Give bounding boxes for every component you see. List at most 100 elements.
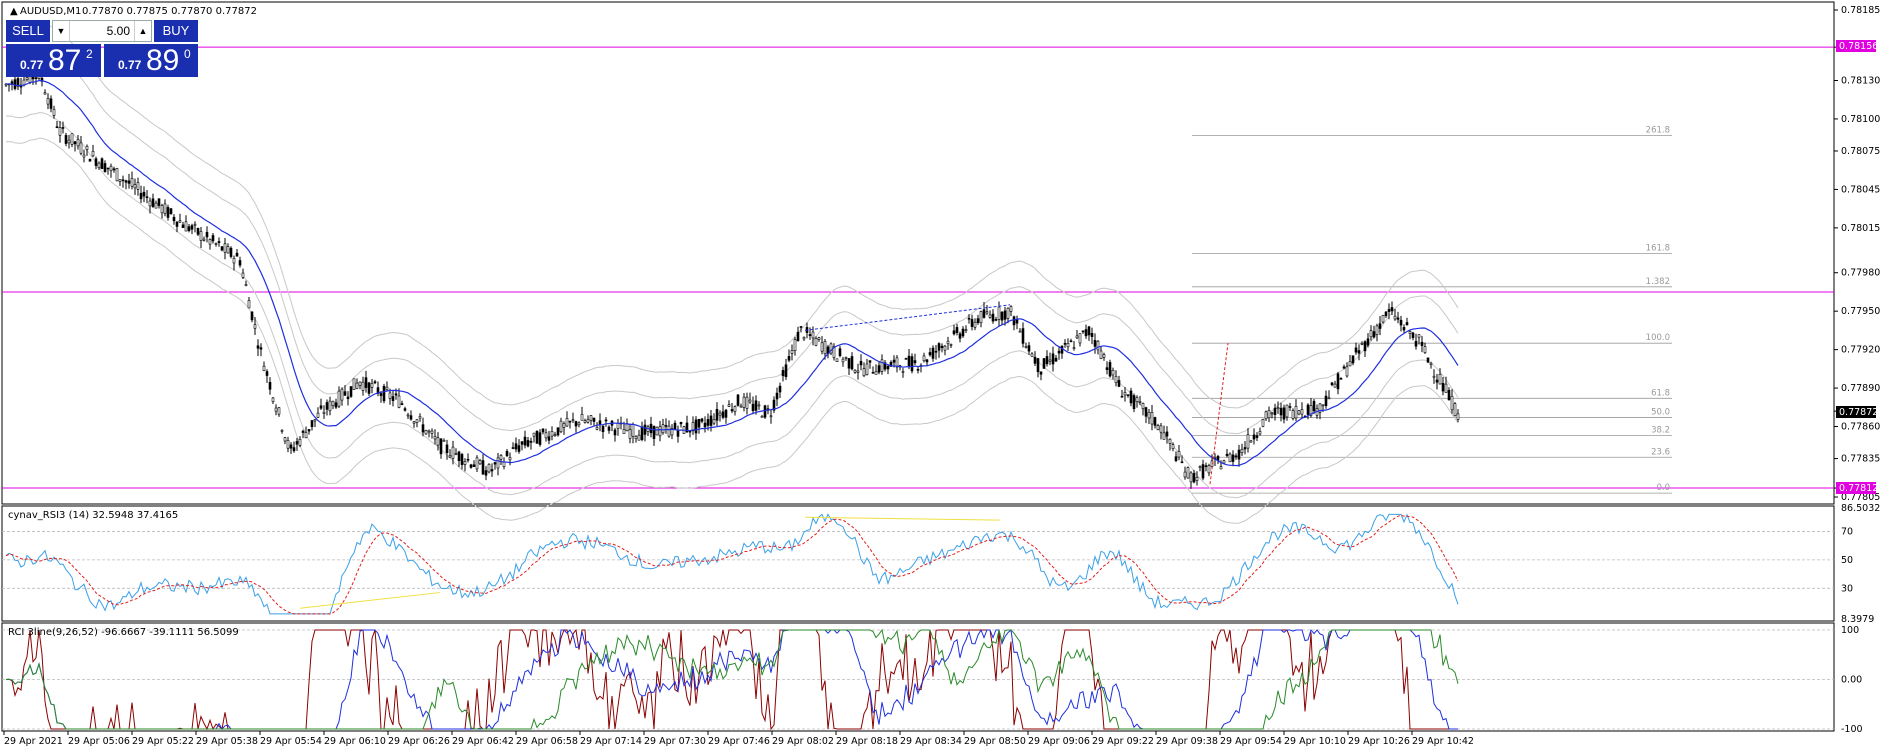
candle-body — [721, 411, 725, 418]
candle-body — [1330, 382, 1334, 385]
buy-quote-button[interactable]: 0.77 89 0 — [104, 44, 198, 77]
fib-level-label: 38.2 — [1651, 425, 1670, 435]
candle-body — [1156, 425, 1160, 431]
candle-body — [391, 396, 395, 401]
candle-body — [1306, 404, 1310, 415]
rsi-panel-frame[interactable] — [1, 505, 1835, 622]
rci-long-line — [5, 628, 1459, 730]
candle-body — [871, 372, 875, 374]
candle-body — [1273, 407, 1277, 415]
main-chart-frame[interactable] — [1, 1, 1835, 505]
candle-body — [757, 404, 761, 407]
candle-body — [61, 127, 65, 129]
candle-body — [802, 336, 806, 340]
candle-body — [1231, 454, 1235, 462]
time-axis-label: 29 Apr 05:54 — [260, 736, 322, 747]
buy-button[interactable]: BUY — [154, 20, 198, 42]
fib-level-label: 161.8 — [1646, 244, 1670, 254]
time-axis-label: 29 Apr 10:26 — [1348, 736, 1410, 747]
candle-body — [319, 405, 323, 409]
candle-body — [616, 423, 620, 429]
candle-body — [724, 409, 728, 418]
rsi-axis-label: 8.3979 — [1841, 614, 1874, 625]
candle-body — [1117, 380, 1121, 387]
candle-body — [694, 419, 698, 434]
time-axis-label: 29 Apr 06:42 — [452, 736, 514, 747]
candle-body — [163, 203, 167, 214]
candle-body — [1219, 466, 1223, 470]
rsi-signal-line — [5, 514, 1459, 615]
rci-panel-frame[interactable] — [1, 622, 1835, 732]
candle-body — [760, 415, 764, 418]
candle-body — [1252, 434, 1256, 440]
sell-quote-button[interactable]: 0.77 87 2 — [6, 44, 101, 77]
candle-body — [907, 355, 911, 367]
candle-body — [382, 385, 386, 402]
candle-body — [55, 126, 59, 129]
candle-body — [1237, 449, 1241, 460]
candle-body — [586, 419, 590, 423]
candle-body — [982, 309, 986, 318]
candle-body — [934, 350, 938, 353]
current-price-box — [1836, 406, 1876, 418]
upper-level-label: 0.78156 — [1839, 41, 1878, 52]
candle-body — [1345, 366, 1349, 377]
sell-price-prefix: 0.77 — [20, 58, 44, 72]
time-axis-label: 29 Apr 08:50 — [964, 736, 1026, 747]
upper-level-box — [1836, 40, 1876, 52]
candle-body — [1423, 346, 1427, 353]
candle-body — [340, 388, 344, 401]
candle-body — [268, 382, 272, 390]
lot-increase-icon[interactable]: ▲ — [134, 21, 151, 41]
candle-body — [895, 357, 899, 368]
candle-body — [1261, 419, 1265, 427]
candle-body — [544, 432, 548, 439]
lot-size-input[interactable] — [70, 22, 134, 40]
candle-body — [862, 368, 866, 376]
candle-body — [655, 426, 659, 436]
candle-body — [658, 426, 662, 437]
candle-body — [916, 369, 920, 371]
candle-body — [451, 446, 455, 459]
candle-body — [1042, 358, 1046, 369]
candle-body — [1096, 340, 1100, 351]
candle-body — [1186, 467, 1190, 479]
time-axis-label: 29 Apr 06:58 — [516, 736, 578, 747]
candle-body — [985, 311, 989, 314]
candle-body — [100, 158, 104, 170]
candle-body — [1072, 347, 1076, 349]
candle-body — [886, 365, 890, 370]
candle-body — [577, 422, 581, 426]
candle-body — [394, 393, 398, 396]
candle-body — [1108, 362, 1112, 377]
candle-body — [79, 142, 83, 154]
candle-body — [223, 243, 227, 253]
candle-body — [775, 392, 779, 400]
lot-decrease-icon[interactable]: ▼ — [53, 21, 70, 41]
candle-body — [592, 417, 596, 422]
candle-body — [85, 145, 89, 150]
candle-body — [1012, 316, 1016, 326]
candle-body — [259, 347, 263, 350]
candle-body — [1168, 438, 1172, 444]
rsi-divergence-line — [804, 516, 1001, 521]
candle-body — [736, 394, 740, 406]
lot-size-stepper[interactable]: ▼ ▲ — [52, 20, 152, 42]
candle-body — [931, 347, 935, 359]
candle-body — [1015, 319, 1019, 324]
candle-body — [553, 434, 557, 436]
candle-body — [1321, 404, 1325, 407]
candle-body — [1375, 325, 1379, 335]
candle-body — [1396, 317, 1400, 320]
candle-body — [1288, 406, 1292, 408]
candle-body — [1450, 395, 1454, 411]
candle-body — [1009, 306, 1013, 312]
sell-button[interactable]: SELL — [6, 20, 50, 42]
candle-body — [1054, 357, 1058, 362]
candle-body — [1000, 311, 1004, 321]
candle-body — [706, 419, 710, 426]
candle-body — [151, 198, 155, 207]
time-axis-label: 29 Apr 05:38 — [196, 736, 258, 747]
time-axis-label: 29 Apr 08:18 — [836, 736, 898, 747]
